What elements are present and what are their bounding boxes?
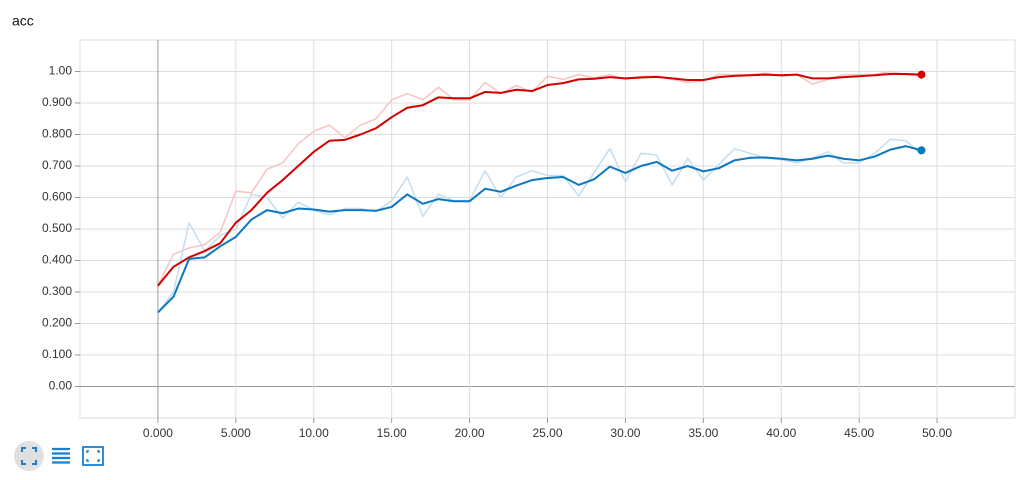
series-line — [157, 73, 922, 287]
x-tick-label: 30.00 — [610, 426, 640, 440]
x-tick-label: 5.000 — [221, 426, 251, 440]
x-tick-label: 50.00 — [922, 426, 952, 440]
x-tick-label: 20.00 — [455, 426, 485, 440]
x-tick-label: 25.00 — [532, 426, 562, 440]
y-tick-label: 0.900 — [42, 95, 72, 109]
series-line — [157, 145, 922, 314]
chart-title: acc — [12, 13, 34, 29]
end-marker — [917, 146, 926, 155]
y-tick-label: 0.300 — [42, 284, 72, 298]
x-tick-label: 10.00 — [299, 426, 329, 440]
y-tick-label: 0.700 — [42, 158, 72, 172]
x-tick-label: 0.000 — [143, 426, 173, 440]
y-tick-label: 0.800 — [42, 127, 72, 141]
plot-area: 0.00 0.100 0.200 0.300 0.400 0.500 0.600 0.700 0… — [42, 39, 1016, 440]
y-tick-label: 1.00 — [49, 64, 73, 78]
fit-domain-button[interactable] — [14, 441, 44, 471]
y-tick-label: 0.600 — [42, 190, 72, 204]
x-tick-label: 35.00 — [688, 426, 718, 440]
y-tick-label: 0.100 — [42, 347, 72, 361]
x-tick-label: 15.00 — [377, 426, 407, 440]
y-tick-label: 0.500 — [42, 221, 72, 235]
x-tick-label: 45.00 — [844, 426, 874, 440]
end-marker — [917, 70, 926, 79]
x-tick-label: 40.00 — [766, 426, 796, 440]
toolbar — [14, 441, 104, 471]
y-tick-label: 0.200 — [42, 316, 72, 330]
series-line — [157, 138, 923, 313]
y-tick-label: 0.00 — [49, 379, 73, 393]
toggle-log-button[interactable] — [52, 447, 70, 464]
y-tick-label: 0.400 — [42, 253, 72, 267]
expand-button[interactable] — [82, 446, 104, 466]
